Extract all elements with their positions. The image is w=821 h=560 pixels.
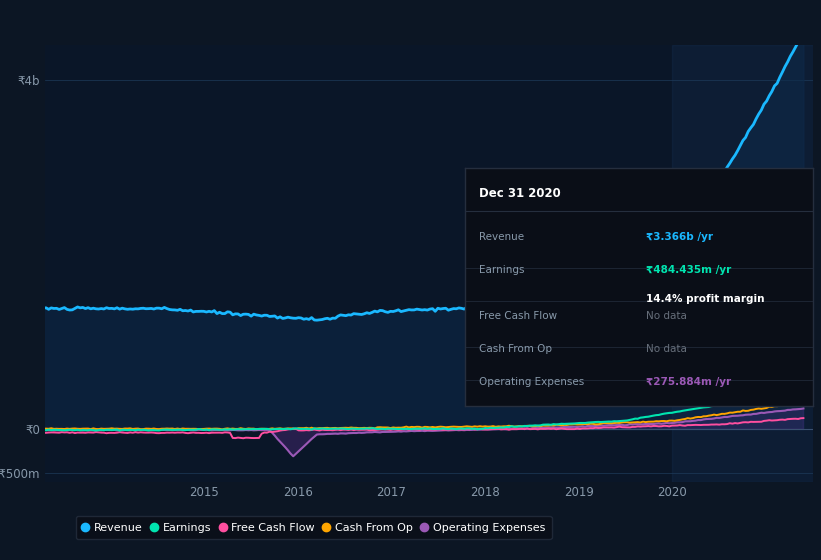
Text: Earnings: Earnings — [479, 265, 524, 276]
Text: ₹3.366b /yr: ₹3.366b /yr — [645, 232, 713, 242]
Bar — [672, 45, 821, 482]
Text: Revenue: Revenue — [479, 232, 524, 242]
Text: 14.4% profit margin: 14.4% profit margin — [645, 294, 764, 304]
Text: Free Cash Flow: Free Cash Flow — [479, 311, 557, 320]
Text: No data: No data — [645, 344, 686, 354]
Text: ₹275.884m /yr: ₹275.884m /yr — [645, 377, 731, 387]
Text: Operating Expenses: Operating Expenses — [479, 377, 584, 387]
Text: Cash From Op: Cash From Op — [479, 344, 552, 354]
Text: No data: No data — [645, 311, 686, 320]
Legend: Revenue, Earnings, Free Cash Flow, Cash From Op, Operating Expenses: Revenue, Earnings, Free Cash Flow, Cash … — [76, 516, 552, 539]
Text: ₹484.435m /yr: ₹484.435m /yr — [645, 265, 731, 276]
Text: Dec 31 2020: Dec 31 2020 — [479, 187, 561, 200]
